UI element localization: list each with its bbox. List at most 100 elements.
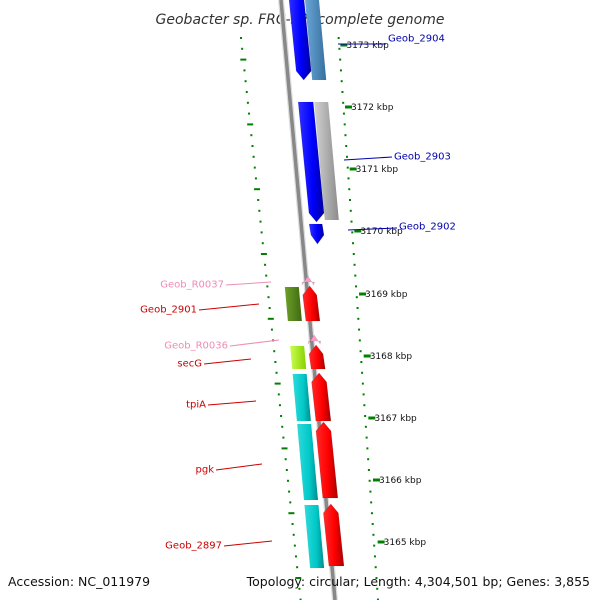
tick-mark — [284, 458, 287, 461]
accession-text: Accession: NC_011979 — [8, 574, 150, 589]
tick-mark — [339, 58, 342, 61]
tick-mark — [365, 436, 368, 439]
gene-label[interactable]: Geob_R0036 — [164, 341, 228, 352]
tick-mark — [240, 37, 243, 39]
tick-mark — [370, 501, 373, 504]
tick-mark — [241, 47, 244, 50]
tick-mark — [358, 339, 361, 342]
gene-arrow — [323, 503, 345, 567]
tick-row-right — [337, 37, 379, 600]
tick-mark — [342, 112, 345, 115]
tick-mark — [292, 533, 295, 536]
tick-mark — [243, 69, 246, 72]
tick-mark — [357, 317, 360, 320]
tick-mark — [343, 123, 346, 126]
gene-leader-line — [207, 400, 257, 406]
tick-mark — [267, 296, 270, 299]
gene-arrow — [308, 223, 325, 245]
scale-tick — [368, 416, 376, 420]
tick-mark — [361, 382, 364, 385]
gene-label[interactable]: Geob_R0037 — [160, 280, 224, 291]
scale-tick-label: 3168 kbp — [370, 352, 413, 362]
tick-mark — [341, 91, 344, 93]
tick-mark — [352, 242, 355, 245]
gene-label[interactable]: Geob_2903 — [394, 152, 451, 163]
tick-mark — [362, 393, 365, 396]
tick-mark — [289, 501, 292, 504]
tick-mark — [265, 274, 268, 277]
cog-bar — [304, 505, 325, 568]
gene-leader-line — [229, 339, 280, 347]
tick-mark — [295, 577, 302, 579]
tick-mark — [288, 490, 291, 493]
tick-mark — [251, 145, 254, 147]
tick-mark — [368, 479, 371, 482]
tick-mark — [278, 404, 281, 407]
scale-labels: 3173 kbp 3172 kbp 3171 kbp 3170 kbp 3169 kbp… — [340, 41, 426, 548]
gene-leader-line — [225, 281, 272, 286]
tick-mark — [374, 566, 377, 569]
tick-mark — [360, 361, 363, 363]
tick-mark — [373, 544, 376, 547]
gene-label[interactable]: Geob_2897 — [165, 541, 222, 552]
tick-mark — [349, 199, 351, 201]
gene-label[interactable]: Geob_2904 — [388, 34, 445, 45]
tick-mark — [298, 587, 301, 590]
cog-bar — [305, 0, 327, 80]
scale-tick-label: 3169 kbp — [365, 290, 408, 300]
tick-mark — [344, 134, 347, 137]
tick-mark — [270, 328, 273, 331]
tick-mark — [254, 177, 257, 180]
gene-label[interactable]: pgk — [196, 465, 215, 476]
tick-mark — [359, 350, 362, 353]
tick-mark — [366, 447, 369, 450]
tick-mark — [280, 415, 283, 417]
tick-mark — [337, 37, 340, 39]
tick-mark — [299, 598, 302, 600]
tick-mark — [354, 274, 357, 277]
tick-mark — [286, 479, 289, 482]
tick-mark — [348, 188, 351, 191]
tick-mark — [340, 80, 343, 83]
tick-mark — [294, 555, 297, 558]
tick-mark — [367, 458, 370, 461]
tick-mark — [350, 220, 353, 223]
tick-mark — [376, 587, 379, 590]
scale-tick-label: 3172 kbp — [351, 103, 394, 113]
tick-mark — [376, 598, 379, 600]
gene-label[interactable]: secG — [177, 359, 202, 370]
gene-arrow — [315, 421, 339, 499]
gene-leader-line — [203, 358, 252, 365]
tick-mark — [266, 285, 269, 288]
tick-mark — [274, 361, 277, 363]
gene-leader-line — [343, 156, 393, 161]
gene-label[interactable]: Geob_2901 — [140, 305, 197, 316]
tick-mark — [277, 393, 280, 396]
tick-mark — [369, 490, 372, 493]
cog-layer — [284, 0, 339, 568]
gene-label[interactable]: Geob_2902 — [399, 222, 456, 233]
gene-label[interactable]: tpiA — [186, 400, 206, 411]
tick-mark — [296, 566, 299, 569]
tick-mark — [248, 112, 251, 115]
tick-mark — [285, 469, 288, 471]
tick-mark — [250, 134, 253, 137]
scale-tick — [349, 167, 357, 171]
tick-mark — [371, 523, 374, 525]
scale-tick-label: 3167 kbp — [374, 414, 417, 424]
tick-mark — [253, 166, 256, 169]
cog-bar — [284, 287, 302, 321]
tick-mark — [361, 371, 364, 374]
scale-tick — [359, 292, 367, 296]
tick-mark — [339, 69, 342, 72]
gene-layer — [288, 0, 345, 567]
tick-mark — [282, 436, 285, 439]
cog-bar — [290, 346, 307, 369]
tick-mark — [367, 469, 370, 471]
gene-arrow — [308, 344, 326, 370]
tick-mark — [352, 253, 355, 255]
tick-mark — [257, 199, 260, 201]
tick-mark — [246, 101, 249, 104]
scale-tick-label: 3170 kbp — [360, 227, 403, 237]
